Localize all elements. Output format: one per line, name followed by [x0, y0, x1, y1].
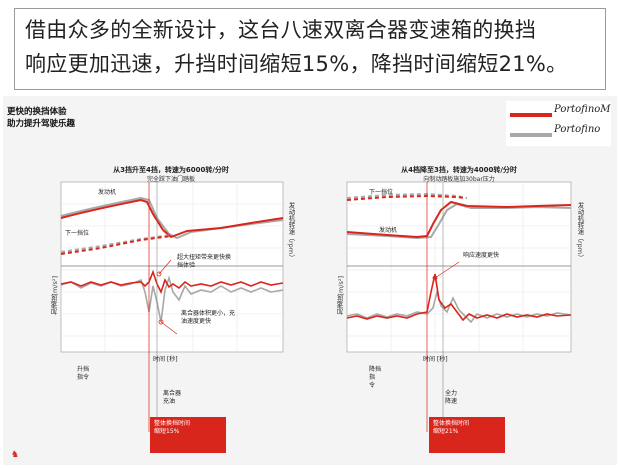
left-y-axis-accel: 加速度[m/s²] — [51, 276, 59, 316]
right-chart-plot — [346, 181, 572, 432]
left-engine-label: 发动机 — [98, 189, 117, 196]
right-engine-label: 发动机 — [379, 227, 398, 234]
legend-swatch-red — [510, 113, 552, 117]
subtitle: 更快的换挡体验 助力提升驾驶乐趣 — [7, 106, 75, 130]
command-line: 指令 — [77, 374, 90, 381]
command-line: 升挡 — [77, 366, 90, 373]
box-line: 缩短15% — [154, 428, 180, 435]
right-x-axis-label: 时间 [秒] — [423, 356, 448, 363]
right-next-gear-label: 下一挡位 — [369, 189, 394, 196]
annotation-line: 离合器体积更小，充 — [181, 310, 236, 317]
left-shift-time-box: 整体换挡时间 缩短15% — [150, 417, 226, 453]
right-chart-subtitle: 向制动踏板施加30bar压力 — [423, 176, 495, 183]
annotation-line: 油速度更快 — [181, 318, 212, 325]
legend-swatch-gray — [510, 133, 552, 137]
legend-label: PortofinoM — [554, 104, 611, 115]
headline-line-1: 借由众多的全新设计，这台八速双离合器变速箱的换挡 — [25, 18, 537, 42]
legend-item-portofino: Portofino — [510, 124, 610, 143]
box-line: 整体换挡时间 — [433, 420, 470, 427]
left-x-axis-label: 时间 [秒] — [153, 356, 178, 363]
legend: PortofinoM Portofino — [506, 101, 611, 146]
left-y-axis-rpm: 发动机转速（rpm） — [287, 202, 295, 261]
right-full-decel: 全力 降速 — [445, 390, 457, 406]
subtitle-line-2: 助力提升驾驶乐趣 — [7, 119, 76, 129]
right-y-axis-accel: 加速度[m/s²] — [337, 276, 345, 316]
annotation-line: 挡体验 — [177, 262, 196, 269]
left-chart-title: 从3挡升至4挡，转速为6000转/分时 — [113, 166, 229, 174]
left-chart-plot — [60, 181, 284, 432]
slide-page: 更快的换挡体验 助力提升驾驶乐趣 PortofinoM Portofino 从3… — [3, 96, 617, 465]
left-next-gear-label: 下一挡位 — [65, 230, 90, 237]
right-chart-title: 从4档降至3挡，转速为4000转/分时 — [401, 166, 517, 174]
left-chart-subtitle: 完全踩下油门踏板 — [146, 176, 195, 183]
box-line: 整体换挡时间 — [154, 420, 191, 427]
headline-line-2: 响应更加迅速，升挡时间缩短15%，降挡时间缩短21%。 — [25, 52, 568, 76]
ferrari-horse-icon: ♞ — [11, 450, 20, 460]
command-line: 指 — [369, 374, 376, 381]
right-y-axis-rpm: 发动机转速（rpm） — [576, 202, 584, 261]
decel-line: 全力 — [445, 390, 458, 397]
clutch-line: 离合器 — [163, 390, 182, 397]
command-line: 令 — [369, 382, 376, 389]
clutch-line: 充油 — [163, 398, 176, 405]
command-line: 降挡 — [369, 366, 382, 373]
right-shift-time-box: 整体换挡时间 缩短21% — [429, 417, 505, 453]
legend-item-portofino-m: PortofinoM — [510, 104, 611, 123]
left-upshift-command: 升挡 指令 — [77, 366, 89, 382]
box-line: 缩短21% — [433, 428, 459, 435]
left-annotation-torque: 超大扭矩带来更快换 挡体验 — [177, 254, 231, 270]
right-downshift-command: 降挡 指 令 — [369, 366, 381, 390]
headline-box: 借由众多的全新设计，这台八速双离合器变速箱的换挡 响应更加迅速，升挡时间缩短15… — [14, 8, 606, 90]
right-annotation-response: 响应速度更快 — [463, 252, 500, 259]
annotation-line: 超大扭矩带来更快换 — [177, 254, 232, 261]
decel-line: 降速 — [445, 398, 458, 405]
left-clutch-fill: 离合器 充油 — [163, 390, 181, 406]
legend-label: Portofino — [554, 124, 601, 135]
left-annotation-clutch: 离合器体积更小，充 油速度更快 — [181, 310, 235, 326]
subtitle-line-1: 更快的换挡体验 — [7, 107, 67, 117]
